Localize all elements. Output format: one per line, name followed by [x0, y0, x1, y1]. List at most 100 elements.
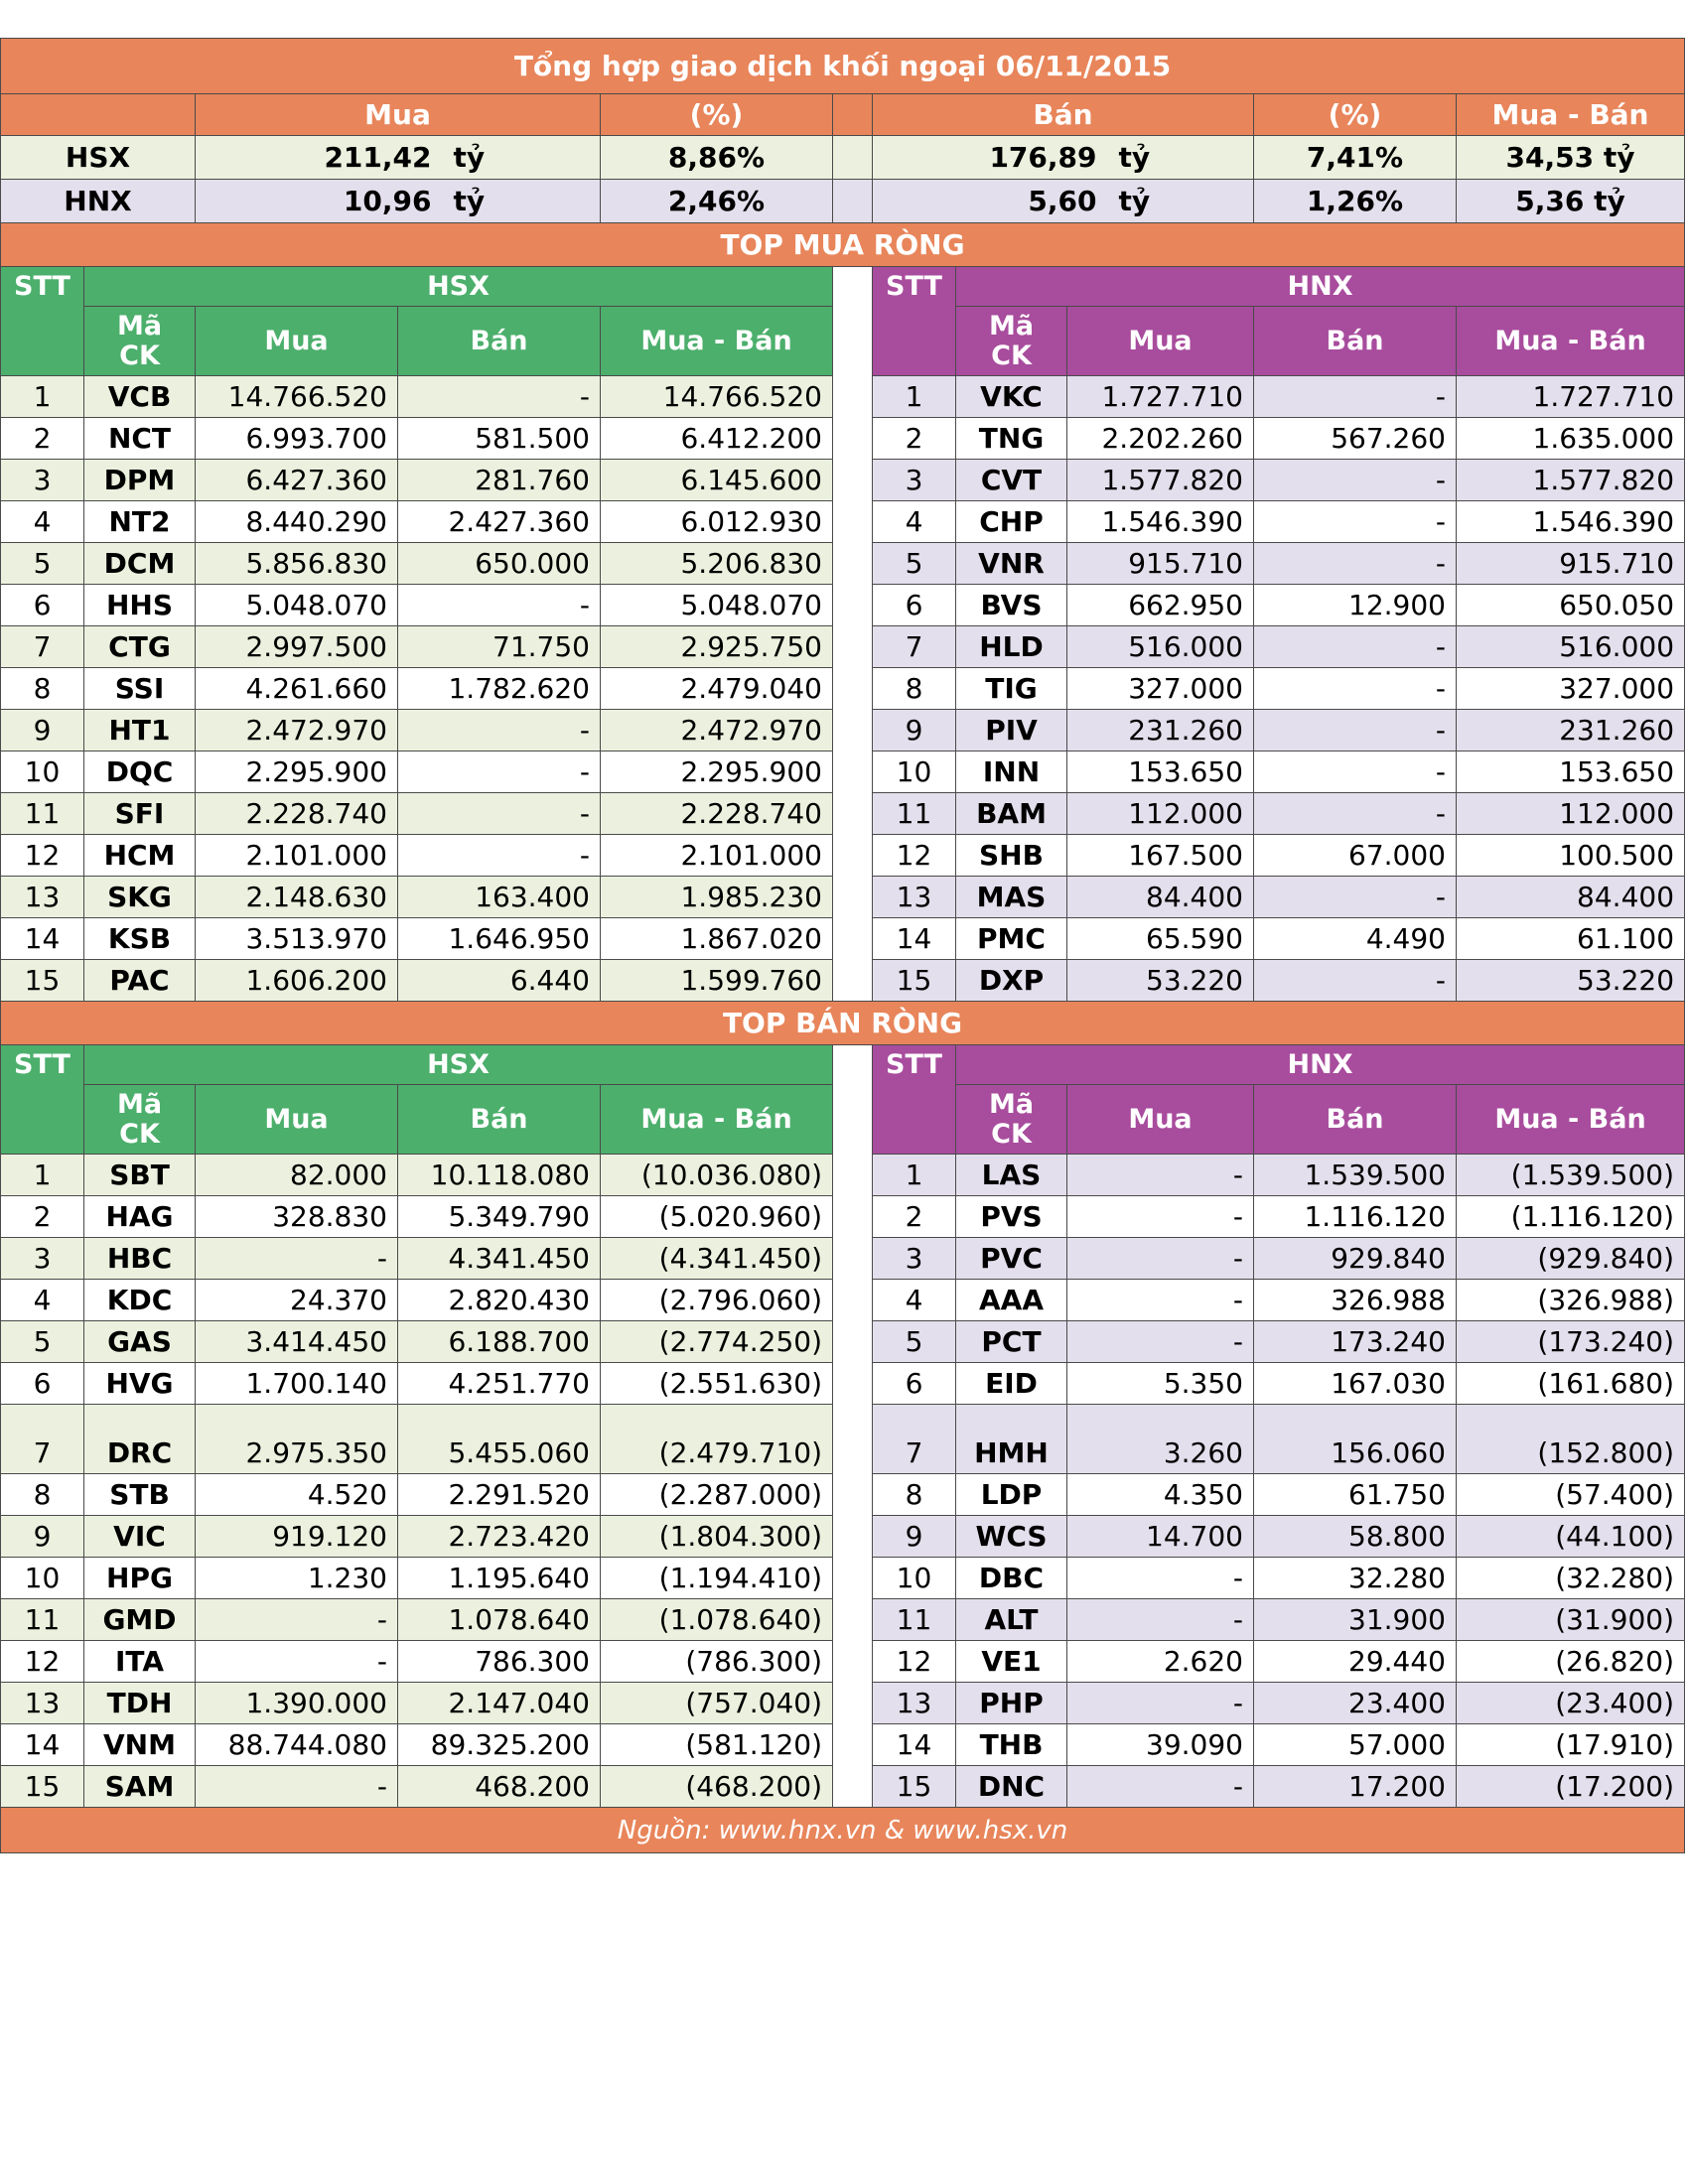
- top-sell-right-stt-header: STT: [872, 1044, 956, 1155]
- top-sell-row-stt: 1: [0, 1154, 84, 1196]
- top-buy-left-group: HSX: [83, 266, 833, 307]
- top-buy-row-stt: 2: [0, 417, 84, 460]
- top-buy-hnx-buy: 84.400: [1066, 876, 1254, 918]
- top-buy-row-stt-right: 9: [872, 709, 956, 751]
- top-sell-hnx-sell: 61.750: [1253, 1473, 1457, 1516]
- top-buy-row-stt: 7: [0, 625, 84, 668]
- summary-header-pct-buy: (%): [600, 93, 833, 136]
- top-buy-hnx-buy: 1.546.390: [1066, 500, 1254, 543]
- top-sell-hnx-code: DNC: [955, 1765, 1067, 1808]
- top-sell-row: 14 VNM 88.744.080 89.325.200 (581.120) 14 THB 3…: [0, 1723, 1686, 1766]
- top-sell-hsx-code: ITA: [83, 1640, 196, 1683]
- summary-header-pct-sell: (%): [1253, 93, 1457, 136]
- top-buy-hsx-buy: 2.228.740: [195, 792, 398, 835]
- top-buy-row: 8 SSI 4.261.660 1.782.620 2.479.040 8 TIG 327.0…: [0, 667, 1686, 710]
- hnx-buy-pct: 2,46%: [600, 179, 833, 223]
- top-sell-hsx-code: DRC: [83, 1404, 196, 1474]
- top-sell-hnx-buy: 39.090: [1066, 1723, 1254, 1766]
- foreign-trading-table: Tổng hợp giao dịch khối ngoại 06/11/2015…: [0, 38, 1686, 1853]
- top-buy-hsx-buy: 14.766.520: [195, 375, 398, 418]
- top-buy-hnx-sell: -: [1253, 667, 1457, 710]
- top-buy-hnx-code: VKC: [955, 375, 1067, 418]
- top-sell-hsx-buy: 24.370: [195, 1279, 398, 1321]
- top-sell-row-stt: 13: [0, 1682, 84, 1724]
- top-buy-left-stt-header: STT: [0, 266, 84, 376]
- top-sell-hnx-net: (44.100): [1455, 1515, 1686, 1558]
- top-sell-row-stt-right: 4: [872, 1279, 956, 1321]
- top-sell-hsx-buy: 4.520: [195, 1473, 398, 1516]
- top-sell-row-stt-right: 2: [872, 1195, 956, 1238]
- top-sell-row-stt: 15: [0, 1765, 84, 1808]
- top-sell-row: 13 TDH 1.390.000 2.147.040 (757.040) 13 PHP -23…: [0, 1682, 1686, 1724]
- top-sell-hnx-net: (326.988): [1455, 1279, 1686, 1321]
- top-buy-row-stt-right: 3: [872, 459, 956, 501]
- top-buy-hnx-net: 112.000: [1455, 792, 1686, 835]
- top-sell-hsx-sell: 2.291.520: [397, 1473, 601, 1516]
- top-buy-left-buy-header: Mua: [195, 306, 398, 376]
- top-sell-hnx-net: (161.680): [1455, 1362, 1686, 1405]
- top-sell-hsx-code: HAG: [83, 1195, 196, 1238]
- top-sell-hnx-buy: 5.350: [1066, 1362, 1254, 1405]
- top-buy-hsx-sell: 163.400: [397, 876, 601, 918]
- top-buy-hsx-buy: 5.048.070: [195, 584, 398, 626]
- top-buy-row-stt: 10: [0, 751, 84, 793]
- top-sell-hsx-sell: 4.251.770: [397, 1362, 601, 1405]
- summary-row-hnx: HNX 10,96 tỷ 2,46% 5,60 tỷ 1,26% 5,36 tỷ: [0, 179, 1686, 223]
- top-buy-row: 6 HHS 5.048.070-5.048.070 6 BVS 662.950 12.900…: [0, 584, 1686, 626]
- top-sell-hnx-buy: -: [1066, 1598, 1254, 1641]
- top-sell-row: 7 DRC 2.975.350 5.455.060 (2.479.710) 7 HMH 3.2…: [0, 1404, 1686, 1474]
- top-buy-hsx-sell: 1.782.620: [397, 667, 601, 710]
- top-buy-hnx-net: 231.260: [1455, 709, 1686, 751]
- hnx-sell-pct: 1,26%: [1253, 179, 1457, 223]
- top-sell-hsx-sell: 786.300: [397, 1640, 601, 1683]
- top-sell-row-stt-right: 12: [872, 1640, 956, 1683]
- top-sell-row-stt: 10: [0, 1557, 84, 1599]
- hsx-buy-pct: 8,86%: [600, 135, 833, 180]
- top-buy-row: 5 DCM 5.856.830 650.000 5.206.830 5 VNR 915.710…: [0, 542, 1686, 585]
- top-buy-row-stt-right: 8: [872, 667, 956, 710]
- top-sell-hnx-net: (32.280): [1455, 1557, 1686, 1599]
- top-sell-hnx-code: ALT: [955, 1598, 1067, 1641]
- top-sell-hsx-code: VNM: [83, 1723, 196, 1766]
- top-buy-hnx-sell: -: [1253, 876, 1457, 918]
- summary-header: Mua (%) Bán (%) Mua - Bán: [0, 93, 1686, 136]
- top-sell-hsx-net: (2.479.710): [600, 1404, 833, 1474]
- top-sell-hnx-code: VE1: [955, 1640, 1067, 1683]
- top-buy-row-stt-right: 10: [872, 751, 956, 793]
- top-buy-left-code-header: Mã CK: [83, 306, 196, 376]
- top-buy-hnx-buy: 1.577.820: [1066, 459, 1254, 501]
- top-buy-row-stt: 11: [0, 792, 84, 835]
- top-sell-hsx-net: (1.804.300): [600, 1515, 833, 1558]
- top-buy-row: 1 VCB 14.766.520-14.766.520 1 VKC 1.727.710-1…: [0, 375, 1686, 418]
- top-buy-hnx-code: TIG: [955, 667, 1067, 710]
- top-buy-hsx-sell: -: [397, 375, 601, 418]
- top-buy-hnx-sell: 12.900: [1253, 584, 1457, 626]
- top-buy-hnx-sell: -: [1253, 959, 1457, 1002]
- top-buy-hnx-buy: 1.727.710: [1066, 375, 1254, 418]
- top-sell-hsx-buy: 88.744.080: [195, 1723, 398, 1766]
- top-buy-hsx-code: SFI: [83, 792, 196, 835]
- top-sell-hsx-net: (786.300): [600, 1640, 833, 1683]
- top-buy-hnx-buy: 167.500: [1066, 834, 1254, 877]
- top-buy-hsx-buy: 8.440.290: [195, 500, 398, 543]
- top-buy-hnx-buy: 231.260: [1066, 709, 1254, 751]
- top-buy-hnx-buy: 516.000: [1066, 625, 1254, 668]
- top-sell-hnx-code: PHP: [955, 1682, 1067, 1724]
- top-sell-row: 12 ITA -786.300 (786.300) 12 VE1 2.620 29.440 (2…: [0, 1640, 1686, 1683]
- top-sell-row: 9 VIC 919.120 2.723.420 (1.804.300) 9 WCS 14.70…: [0, 1515, 1686, 1558]
- top-sell-hsx-buy: -: [195, 1598, 398, 1641]
- top-buy-row-stt: 4: [0, 500, 84, 543]
- top-sell-hsx-code: HVG: [83, 1362, 196, 1405]
- top-buy-hnx-buy: 915.710: [1066, 542, 1254, 585]
- top-sell-hnx-buy: -: [1066, 1237, 1254, 1280]
- top-sell-hnx-code: DBC: [955, 1557, 1067, 1599]
- top-sell-hnx-code: LAS: [955, 1154, 1067, 1196]
- top-sell-row-stt-right: 13: [872, 1682, 956, 1724]
- top-buy-hsx-buy: 2.101.000: [195, 834, 398, 877]
- top-sell-row-stt-right: 11: [872, 1598, 956, 1641]
- top-sell-row-stt: 2: [0, 1195, 84, 1238]
- top-sell-hnx-buy: -: [1066, 1195, 1254, 1238]
- top-buy-hnx-sell: 67.000: [1253, 834, 1457, 877]
- top-buy-row-stt: 5: [0, 542, 84, 585]
- top-sell-hnx-code: HMH: [955, 1404, 1067, 1474]
